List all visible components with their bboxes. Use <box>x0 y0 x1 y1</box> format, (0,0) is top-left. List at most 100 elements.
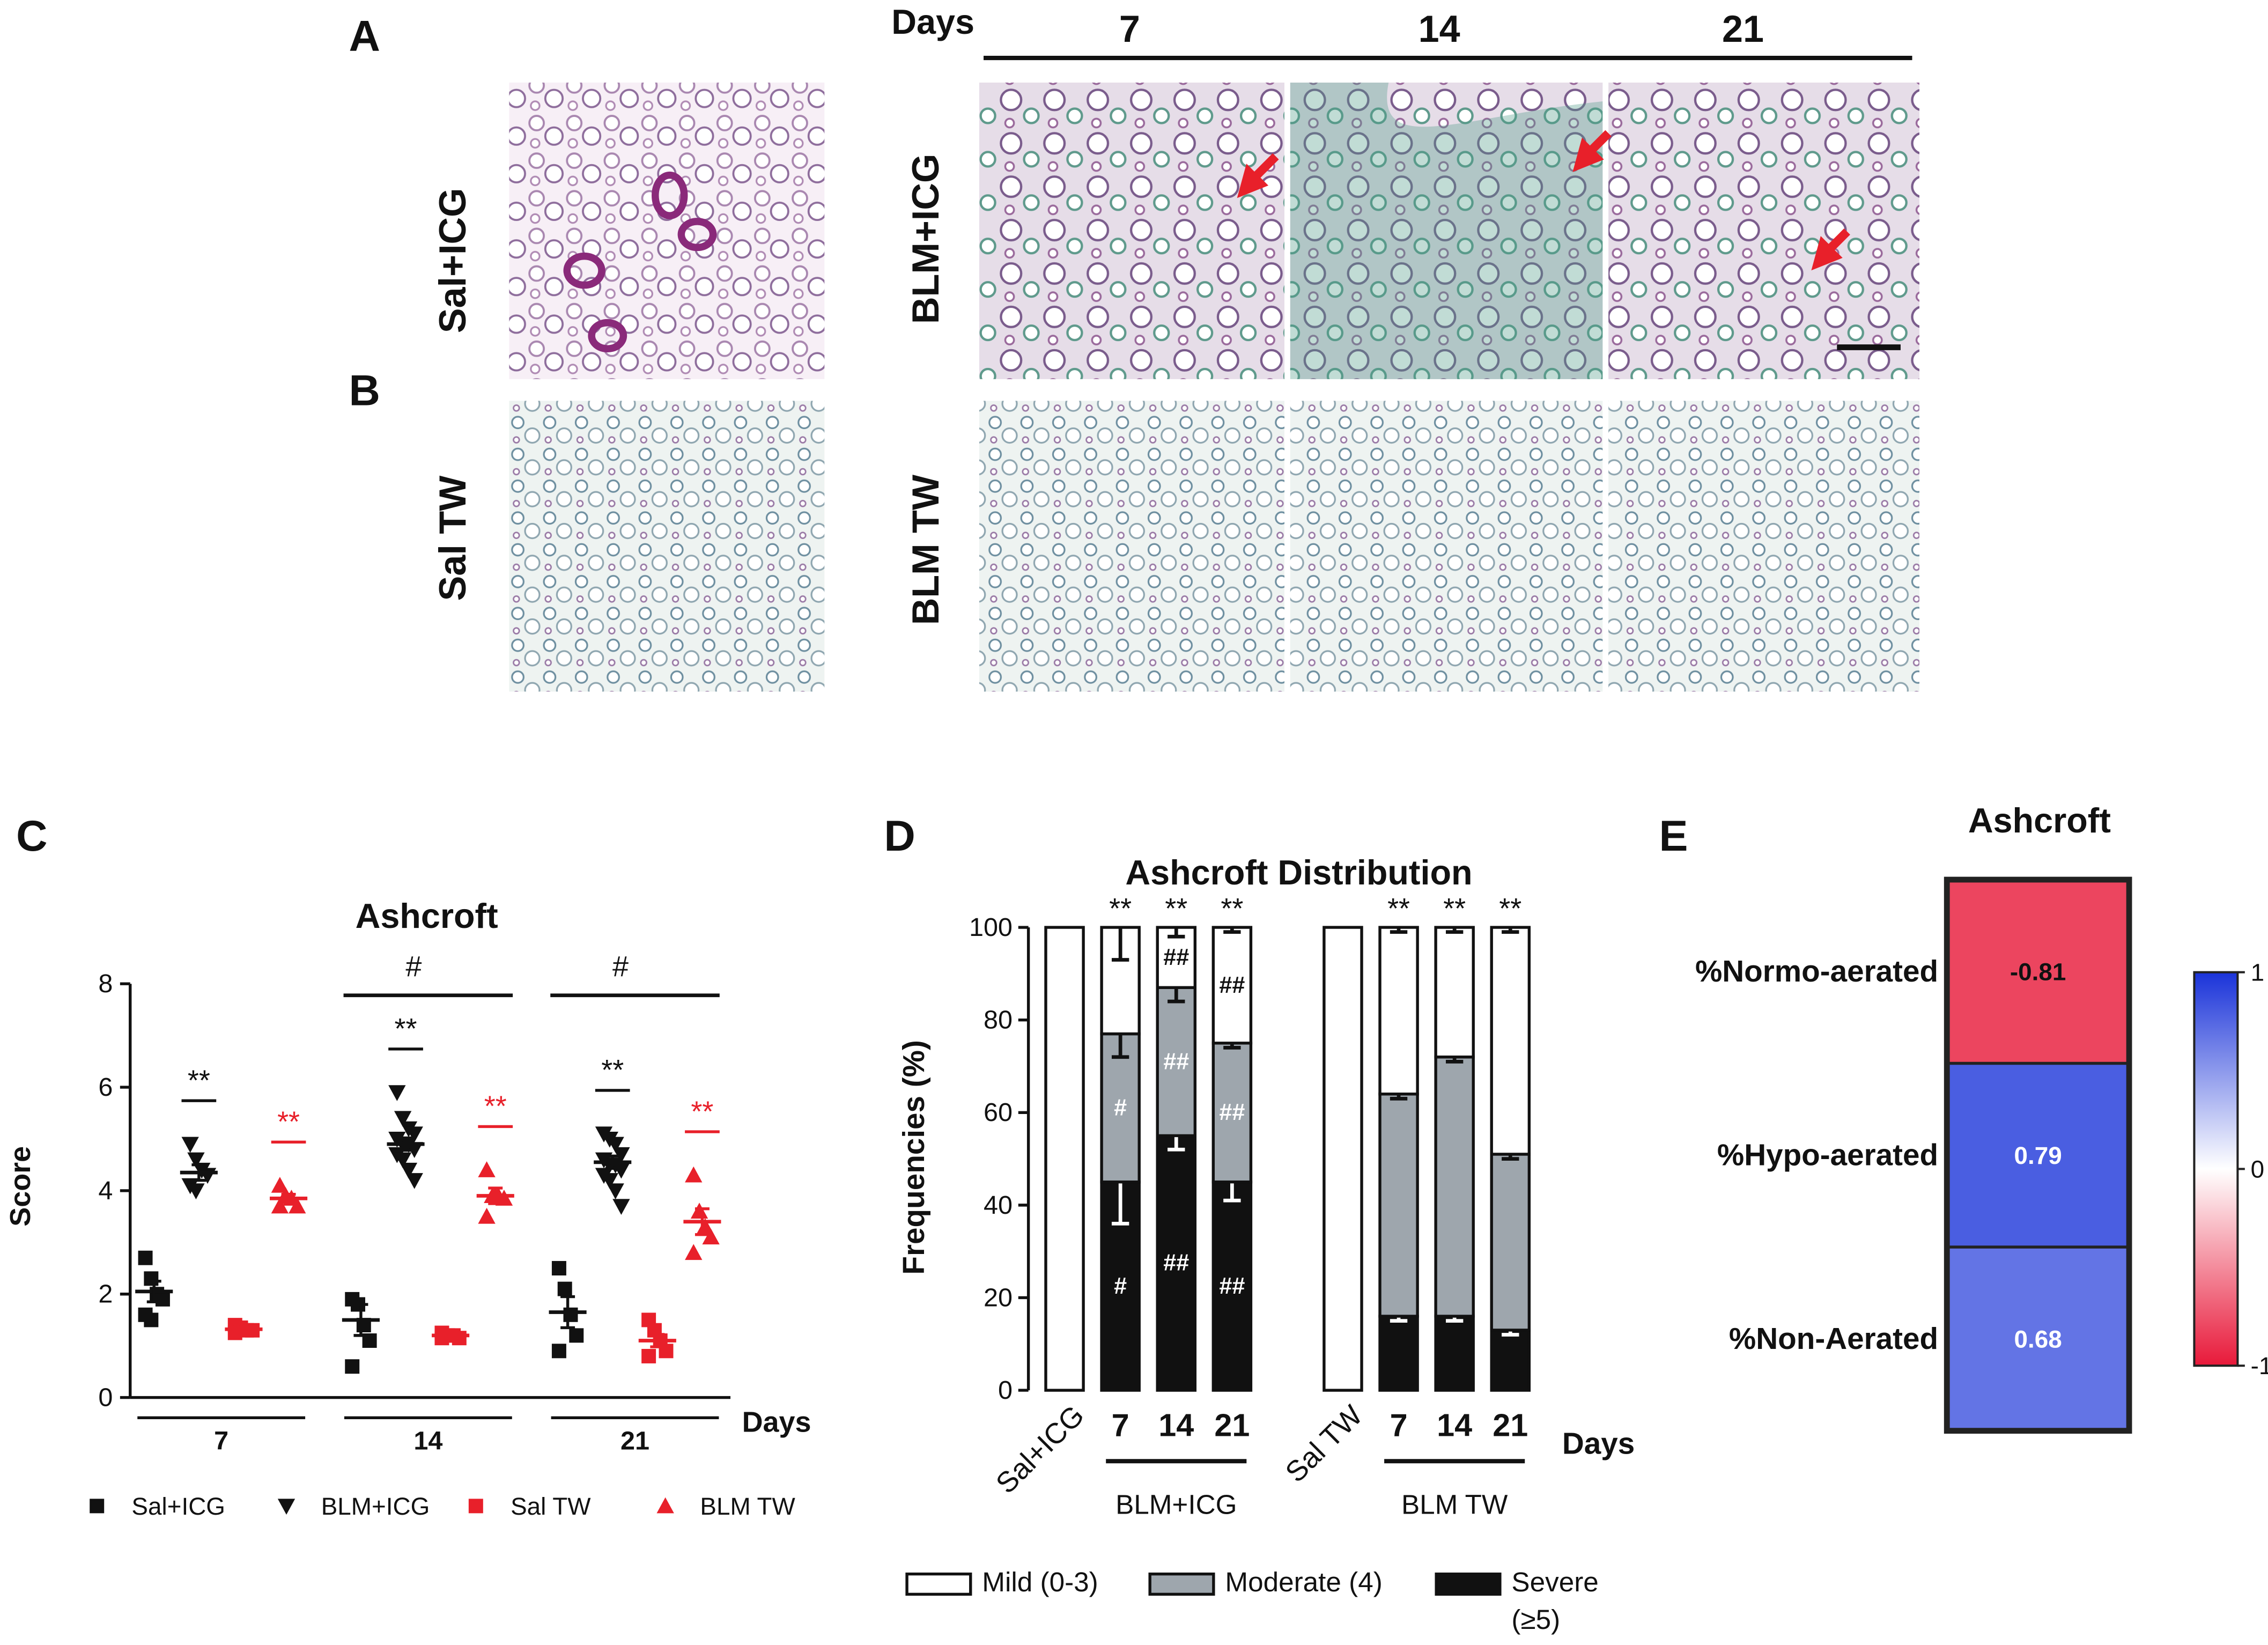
x-tick-label: Sal TW <box>1279 1399 1369 1489</box>
y-axis-label: Score <box>4 1146 36 1227</box>
data-point <box>394 1152 412 1169</box>
legend-marker <box>468 1499 483 1514</box>
x-tick-label: 21 <box>1214 1407 1250 1443</box>
data-point <box>557 1281 572 1296</box>
x-tick-label: 7 <box>214 1426 228 1455</box>
row-label: Sal+ICG <box>432 188 474 333</box>
data-point <box>601 1173 618 1189</box>
row-label: BLM TW <box>905 474 947 625</box>
data-point <box>551 1261 566 1276</box>
data-point <box>495 1190 513 1206</box>
data-point <box>394 1111 412 1127</box>
significance-label: ** <box>188 1064 210 1096</box>
row-label: BLM+ICG <box>905 154 947 324</box>
row-label: %Non-Aerated <box>1729 1322 1938 1356</box>
colorbar-tick-label: 1 <box>2251 958 2265 986</box>
bracket-label: # <box>612 950 629 983</box>
y-tick-label: 0 <box>998 1376 1013 1405</box>
y-tick-label: 0 <box>98 1383 113 1412</box>
error-bar <box>398 1136 413 1152</box>
legend-marker <box>656 1497 674 1514</box>
error-bar <box>560 1295 575 1330</box>
day-heading: 14 <box>1419 8 1460 50</box>
error-bar <box>236 1326 251 1332</box>
colorbar-tick-label: 0 <box>2251 1155 2265 1183</box>
error-bar <box>1168 1135 1185 1152</box>
data-point <box>400 1162 418 1179</box>
bar-segment <box>1211 1042 1253 1184</box>
data-point <box>685 1166 703 1183</box>
bar-segment <box>1211 926 1253 1045</box>
x-axis-label: Days <box>1562 1427 1635 1460</box>
colorbar <box>2193 971 2239 1367</box>
bar-segment <box>1044 926 1085 1392</box>
error-bar <box>695 1207 710 1236</box>
legend-label: Mild (0-3) <box>982 1568 1098 1599</box>
data-point <box>187 1152 205 1169</box>
legend-item: Moderate (4) <box>1225 1568 1382 1599</box>
error-bar <box>443 1332 458 1339</box>
bar-segment <box>1100 1181 1141 1392</box>
data-point <box>271 1177 289 1193</box>
chart-title: Ashcroft <box>1968 801 2111 840</box>
significance-label: ** <box>1387 892 1410 925</box>
legend-label: Sal+ICG <box>131 1492 225 1520</box>
chart-title: Ashcroft <box>356 896 498 935</box>
legend-label: Sal TW <box>511 1492 591 1520</box>
chart-title: Ashcroft Distribution <box>1125 853 1472 892</box>
error-bar <box>1223 1182 1241 1203</box>
bar-segment <box>1434 1315 1475 1392</box>
cell-label: 0.79 <box>2014 1141 2062 1169</box>
error-bar <box>281 1192 296 1204</box>
day-heading: 21 <box>1722 8 1764 50</box>
airways <box>563 171 717 352</box>
airway <box>677 218 717 252</box>
error-bar <box>1168 987 1185 1004</box>
data-point <box>345 1359 360 1374</box>
error-bar <box>1390 927 1408 934</box>
arrow-head <box>1237 164 1269 198</box>
bar-segment <box>1378 926 1419 1096</box>
bar-segment <box>1434 926 1475 1059</box>
data-point <box>405 1142 423 1158</box>
arrow-head <box>1811 235 1843 271</box>
x-tick-label: 7 <box>1112 1407 1129 1443</box>
error-bar <box>353 1303 368 1337</box>
data-point <box>144 1312 159 1327</box>
data-point <box>405 1126 423 1143</box>
data-point <box>289 1197 306 1214</box>
arrows <box>1237 130 1850 271</box>
data-point <box>612 1162 630 1179</box>
segment-label: # <box>1114 1273 1127 1299</box>
data-point <box>181 1137 199 1153</box>
bar-segment <box>1156 1134 1197 1392</box>
bar-segment <box>1323 926 1363 1392</box>
bar-segment <box>1434 1055 1475 1318</box>
legend-swatch <box>1435 1572 1502 1596</box>
histology-image <box>1608 82 1920 379</box>
histology-image <box>1290 401 1603 692</box>
heatmap-border <box>1944 876 2132 1434</box>
bracket-label: # <box>405 950 422 983</box>
data-point <box>144 1271 159 1286</box>
days-heading: Days <box>891 2 974 41</box>
data-point <box>702 1228 720 1245</box>
x-tick-label: 14 <box>413 1426 442 1455</box>
data-point <box>551 1344 566 1359</box>
bar-segment <box>1490 1329 1531 1392</box>
legend-label: BLM+ICG <box>321 1492 430 1520</box>
y-tick-label: 40 <box>984 1191 1013 1220</box>
error-bar <box>146 1279 161 1303</box>
error-bar <box>488 1186 503 1205</box>
data-point <box>563 1307 578 1322</box>
histology-image <box>979 82 1284 379</box>
error-bar <box>1111 927 1129 962</box>
panel-label: B <box>349 366 380 415</box>
significance-label: ** <box>1499 892 1521 925</box>
y-axis-label: Frequencies (%) <box>897 1040 931 1274</box>
data-point <box>641 1348 656 1363</box>
airway <box>652 171 688 219</box>
segment-label: # <box>1114 1095 1127 1121</box>
data-point <box>569 1328 584 1343</box>
colorbar-tick-label: -1 <box>2251 1352 2268 1380</box>
